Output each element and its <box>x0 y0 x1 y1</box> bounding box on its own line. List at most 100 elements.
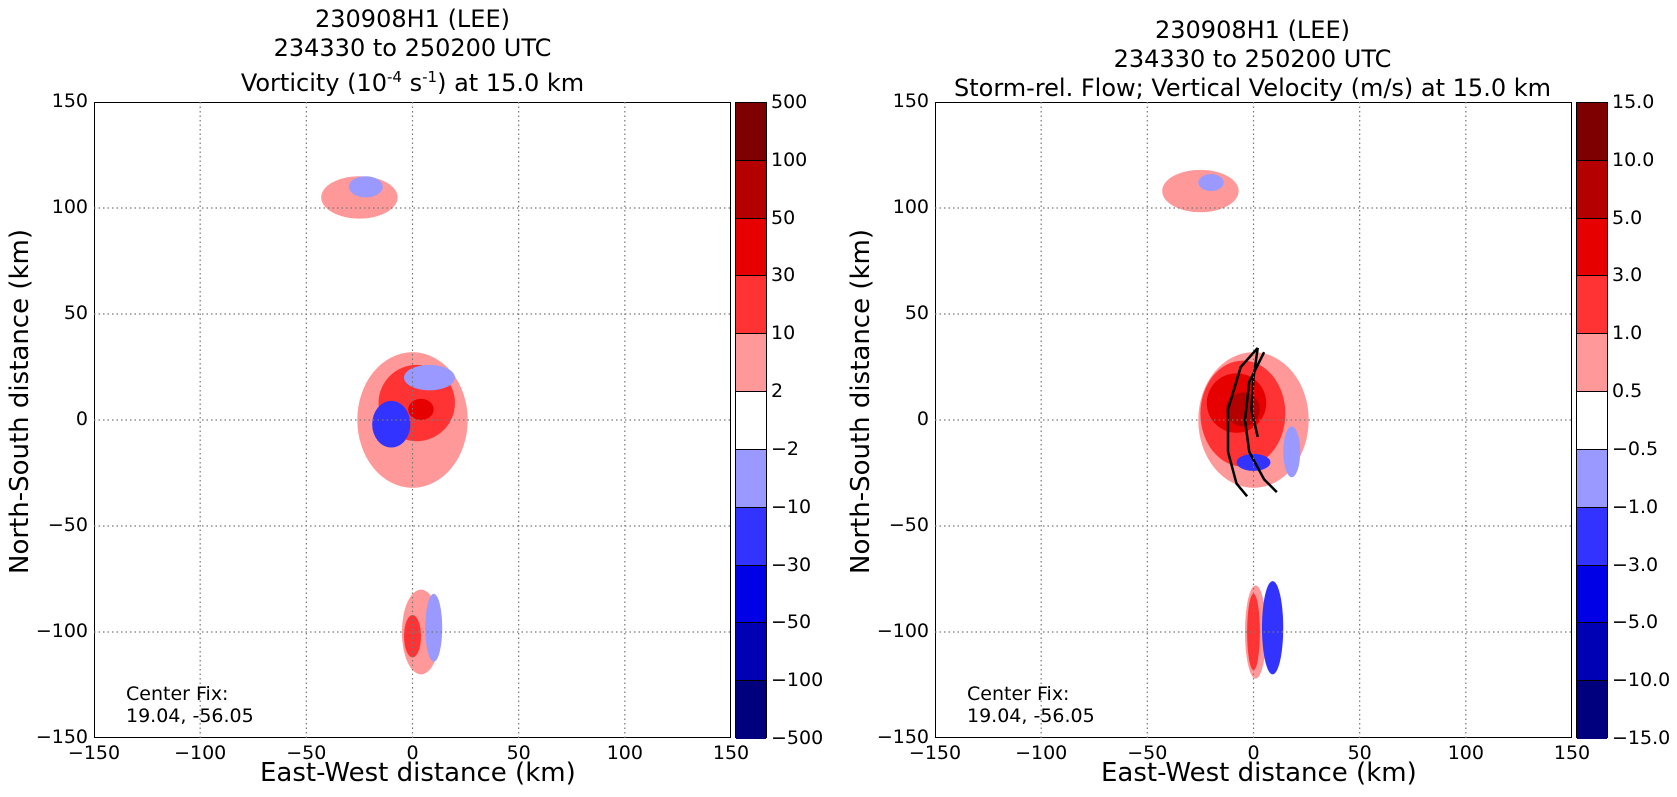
colorbar-segment <box>736 103 766 161</box>
x-tick-label: −150 <box>908 742 962 764</box>
field-region-9 <box>1247 593 1260 671</box>
chart1-title-line3: Vorticity (10-4 s-1) at 15.0 km <box>160 63 665 98</box>
colorbar-tick-label: 30 <box>771 264 796 287</box>
colorbar-segment <box>1577 449 1607 508</box>
colorbar-segment <box>1577 623 1607 682</box>
colorbar-segment <box>1577 218 1607 277</box>
y-tick-label: 50 <box>63 302 88 324</box>
colorbar-tick-label: −0.5 <box>1612 437 1659 460</box>
x-tick-label: −50 <box>1127 742 1168 764</box>
colorbar-tick-label: 0.5 <box>1612 380 1643 403</box>
colorbar-tick-label: −50 <box>771 611 812 634</box>
chart2-title-line2: 234330 to 250200 UTC <box>1113 45 1392 73</box>
streamline-0 <box>1226 347 1259 498</box>
colorbar-segment <box>736 623 766 682</box>
x-tick-label: −50 <box>286 742 327 764</box>
colorbar-segment <box>736 218 766 277</box>
colorbar-tick-label: −500 <box>771 727 824 749</box>
y-tick-label: −50 <box>47 514 88 536</box>
chart1-title-exp2: -1 <box>422 68 438 86</box>
chart2-title-line1: 230908H1 (LEE) <box>1155 16 1350 44</box>
chart1-title-line2: 234330 to 250200 UTC <box>273 34 552 62</box>
colorbar-segment <box>1577 276 1607 335</box>
x-tick-label: −100 <box>1015 742 1068 764</box>
chart2-title-line3: Storm-rel. Flow; Vertical Velocity (m/s)… <box>954 74 1551 102</box>
colorbar-segment <box>1577 681 1607 739</box>
chart1-title-exp1: -4 <box>387 68 402 86</box>
colorbar-segment <box>1577 507 1607 566</box>
y-tick-label: −150 <box>876 726 929 748</box>
chart1-title-mid: s <box>401 69 423 97</box>
field-region-7 <box>1283 426 1301 478</box>
field-region-6 <box>408 398 434 420</box>
colorbar-tick-label: −10 <box>771 495 812 518</box>
colorbar-segment <box>1577 160 1607 219</box>
x-tick-label: −150 <box>67 742 121 764</box>
field-region-1 <box>1198 174 1224 192</box>
x-tick-label: 100 <box>606 742 643 764</box>
field-region-4 <box>372 400 411 448</box>
colorbar-tick-label: −1.0 <box>1612 495 1659 518</box>
x-tick-label: 150 <box>712 742 750 764</box>
colorbar-segment <box>736 507 766 566</box>
colorbar-tick-label: 1.0 <box>1612 322 1643 345</box>
chart1-center-fix-value: 19.04, -56.05 <box>126 705 254 727</box>
y-tick-label: 100 <box>51 196 88 218</box>
y-tick-label: 100 <box>892 196 929 218</box>
field-region-8 <box>404 615 421 658</box>
colorbar-segment <box>736 565 766 624</box>
colorbar-segment <box>736 276 766 335</box>
chart1-xlabel: East-West distance (km) <box>260 758 576 788</box>
y-tick-label: −100 <box>876 620 929 642</box>
colorbar-tick-label: −15.0 <box>1612 727 1671 749</box>
colorbar-segment <box>736 681 766 739</box>
chart1-title-suffix: ) at 15.0 km <box>437 69 585 97</box>
y-tick-label: 0 <box>916 408 929 430</box>
chart1-ylabel: North-South distance (km) <box>5 228 35 574</box>
field-region-10 <box>1261 581 1284 675</box>
colorbar-tick-label: −3.0 <box>1612 553 1659 576</box>
x-tick-label: −100 <box>174 742 227 764</box>
colorbar-segment <box>1577 103 1607 161</box>
colorbar-segment <box>1577 565 1607 624</box>
field-region-0 <box>1162 169 1239 213</box>
colorbar-segment <box>1577 392 1607 450</box>
colorbar-tick-label: 10 <box>771 322 796 345</box>
y-tick-label: 0 <box>75 408 88 430</box>
colorbar-tick-label: 100 <box>771 148 808 171</box>
chart1-center-fix-label: Center Fix: <box>126 683 229 705</box>
field-region-9 <box>425 593 443 662</box>
colorbar-segment <box>736 160 766 219</box>
chart2-colorbar <box>1576 102 1608 739</box>
x-tick-label: 100 <box>1447 742 1484 764</box>
y-tick-label: −150 <box>35 726 88 748</box>
colorbar-tick-label: 50 <box>771 206 796 229</box>
colorbar-tick-label: 500 <box>771 91 808 113</box>
x-tick-label: 0 <box>406 742 419 764</box>
colorbar-tick-label: 5.0 <box>1612 206 1643 229</box>
chart2-center-fix-label: Center Fix: <box>967 683 1070 705</box>
y-tick-label: 150 <box>51 90 88 112</box>
colorbar-segment <box>736 449 766 508</box>
colorbar-tick-label: −5.0 <box>1612 611 1659 634</box>
colorbar-segment <box>736 392 766 450</box>
colorbar-tick-label: 10.0 <box>1612 148 1655 171</box>
chart2-xlabel: East-West distance (km) <box>1101 758 1417 788</box>
y-tick-label: 50 <box>904 302 929 324</box>
streamline-2 <box>1250 347 1259 438</box>
chart1-colorbar <box>735 102 767 739</box>
chart2-center-fix: Center Fix: 19.04, -56.05 <box>967 683 1095 727</box>
colorbar-tick-label: −10.0 <box>1612 669 1671 692</box>
chart1-title-prefix: Vorticity (10 <box>240 69 388 97</box>
colorbar-segment <box>1577 334 1607 393</box>
chart1-title: 230908H1 (LEE) 234330 to 250200 UTC Vort… <box>160 5 665 98</box>
x-tick-label: 0 <box>1247 742 1260 764</box>
y-tick-label: −100 <box>35 620 88 642</box>
x-tick-label: 150 <box>1553 742 1591 764</box>
chart2-plot-svg <box>935 102 1572 738</box>
colorbar-tick-label: −100 <box>771 669 824 692</box>
y-tick-label: −50 <box>888 514 929 536</box>
chart2-ylabel: North-South distance (km) <box>846 228 876 574</box>
colorbar-tick-label: 15.0 <box>1612 91 1655 113</box>
colorbar-tick-label: 2 <box>771 380 784 403</box>
